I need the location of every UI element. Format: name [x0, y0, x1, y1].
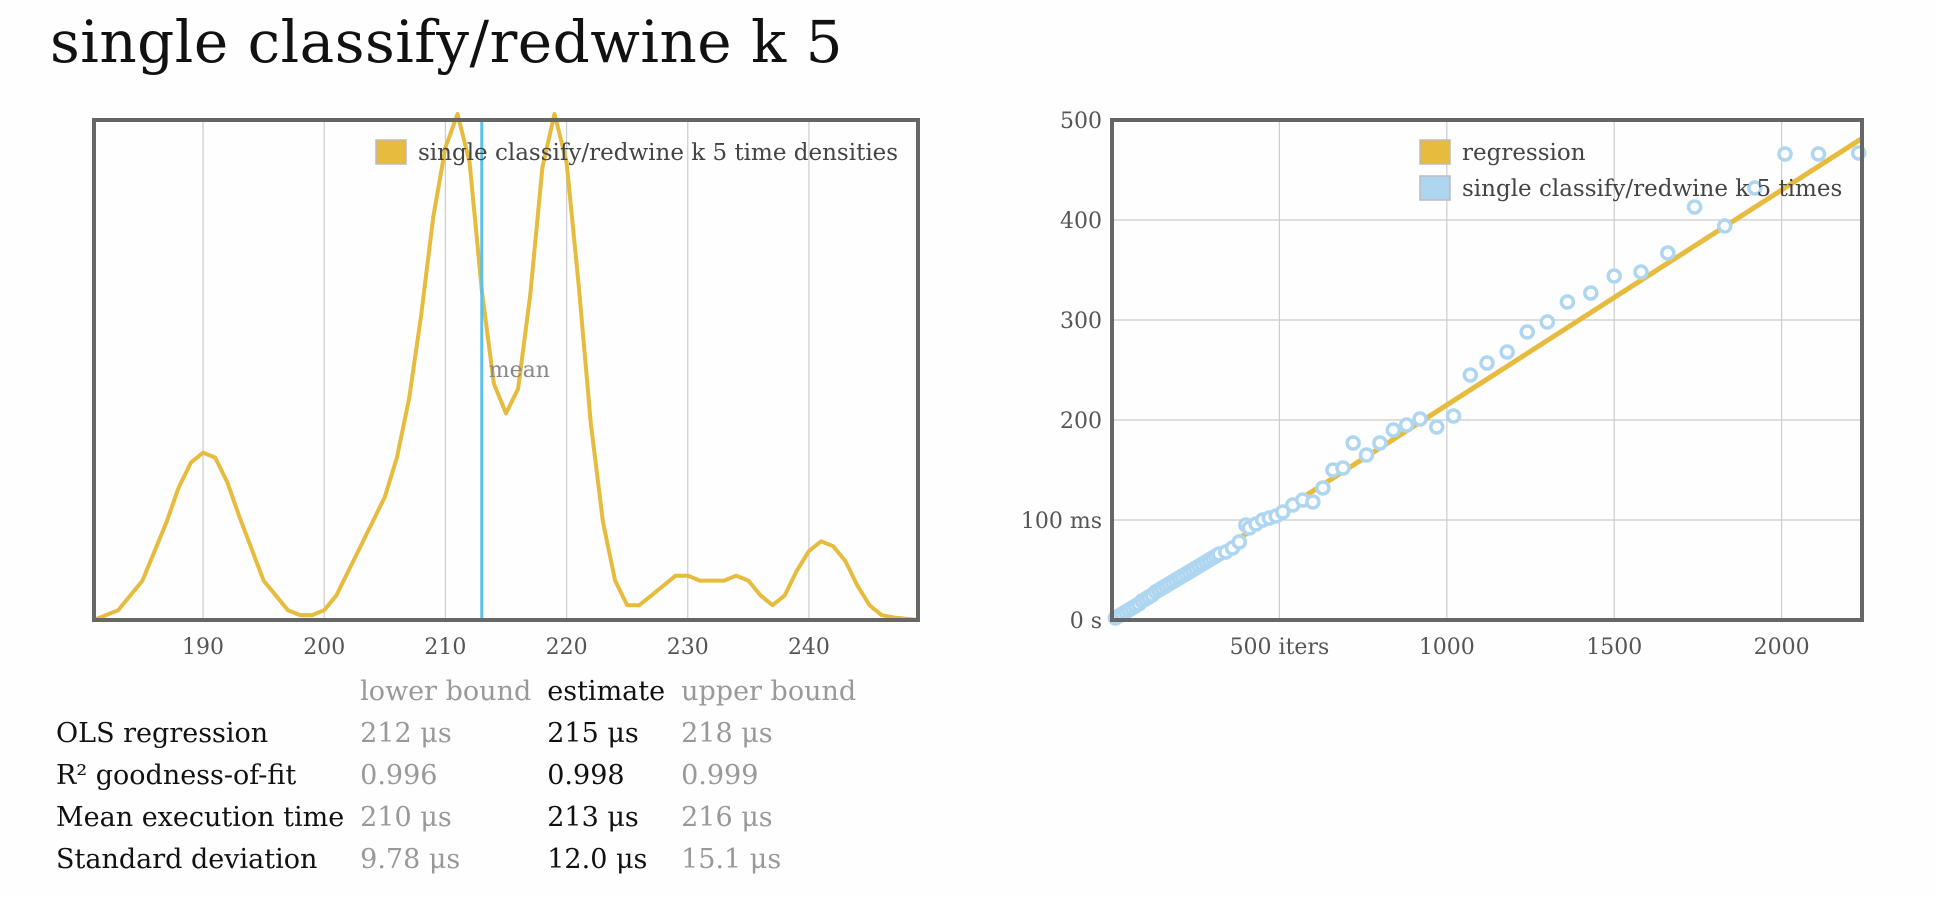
stats-label: Standard deviation	[56, 843, 318, 875]
regression-point	[1747, 180, 1763, 196]
stats-row-r2: R² goodness-of-fit 0.996 0.998 0.999	[48, 754, 864, 796]
density-x-tick: 210	[424, 635, 466, 660]
regression-point	[1660, 245, 1676, 261]
density-x-tick: 240	[788, 635, 830, 660]
density-legend-label: single classify/redwine k 5 time densiti…	[418, 140, 898, 166]
regression-y-tick: 500	[1060, 109, 1102, 134]
regression-point	[1315, 480, 1331, 496]
regression-x-tick: 1000	[1419, 635, 1475, 660]
stats-lower: 210 μs	[360, 801, 452, 833]
density-legend: single classify/redwine k 5 time densiti…	[375, 139, 898, 166]
regression-points	[1107, 145, 1867, 626]
regression-point	[1633, 264, 1649, 280]
regression-x-tick: 1500	[1586, 635, 1642, 660]
regression-x-tick: 2000	[1754, 635, 1810, 660]
regression-y-tick: 400	[1060, 209, 1102, 234]
stats-estimate: 12.0 μs	[547, 843, 648, 875]
stats-upper: 216 μs	[681, 801, 773, 833]
density-legend-swatch	[375, 139, 407, 165]
regression-point	[1275, 504, 1291, 520]
density-curve	[93, 112, 919, 622]
stats-label: R² goodness-of-fit	[56, 759, 297, 791]
stats-upper: 0.999	[681, 759, 759, 791]
regression-point	[1398, 417, 1415, 433]
stats-upper: 218 μs	[681, 717, 773, 749]
regression-point	[1716, 218, 1733, 234]
regression-point	[1429, 419, 1445, 435]
stats-label: Mean execution time	[56, 801, 345, 833]
regression-point	[1462, 367, 1479, 383]
regression-point	[1777, 146, 1793, 162]
regression-legend-swatch	[1419, 139, 1451, 165]
times-legend-swatch	[1419, 175, 1451, 201]
regression-point	[1345, 435, 1361, 451]
mean-label: mean	[489, 358, 550, 383]
regression-frame	[1110, 118, 1864, 622]
regression-point	[1445, 408, 1462, 424]
regression-point	[1499, 344, 1515, 360]
regression-x-tick: 500 iters	[1230, 635, 1330, 660]
regression-point	[1559, 294, 1576, 310]
stats-header-row: lower bound estimate upper bound	[48, 670, 864, 712]
regression-point	[1479, 355, 1495, 371]
stats-lower: 0.996	[360, 759, 438, 791]
regression-point	[1539, 314, 1556, 330]
stats-table: lower bound estimate upper bound OLS reg…	[48, 670, 864, 880]
page-title: single classify/redwine k 5	[50, 8, 844, 76]
times-legend-label: single classify/redwine k 5 times	[1462, 176, 1842, 202]
regression-point	[1385, 422, 1402, 438]
regression-point	[1519, 324, 1535, 340]
stats-estimate: 0.998	[547, 759, 625, 791]
regression-point	[1358, 447, 1375, 463]
regression-legend-label: regression	[1462, 140, 1586, 166]
density-chart: mean 190 200 210 220 230 240 single classify/…	[92, 112, 920, 660]
density-frame	[92, 118, 920, 622]
regression-point	[1231, 534, 1247, 550]
regression-point	[1372, 435, 1388, 451]
regression-legend: regression single classify/redwine k 5 t…	[1419, 139, 1842, 202]
density-x-tick: 200	[303, 635, 345, 660]
regression-y-tick: 0 s	[1070, 609, 1102, 634]
stats-header-lower: lower bound	[360, 675, 532, 707]
stats-estimate: 215 μs	[547, 717, 639, 749]
regression-chart: 500 iters 1000 1500 2000 0 s 100 ms 200 300 400…	[1021, 109, 1867, 660]
regression-y-tick: 300	[1060, 309, 1102, 334]
stats-header-empty	[48, 670, 352, 712]
stats-row-ols: OLS regression 212 μs 215 μs 218 μs	[48, 712, 864, 754]
regression-point	[1412, 411, 1428, 427]
density-x-tick: 190	[182, 635, 224, 660]
density-x-ticks: 190 200 210 220 230 240	[182, 635, 830, 660]
stats-lower: 212 μs	[360, 717, 452, 749]
stats-row-mean: Mean execution time 210 μs 213 μs 216 μs	[48, 796, 864, 838]
density-x-tick: 220	[546, 635, 588, 660]
regression-y-ticks: 0 s 100 ms 200 300 400 500	[1021, 109, 1102, 634]
density-grid	[202, 120, 810, 620]
stats-header-estimate: estimate	[547, 675, 666, 707]
stats-lower: 9.78 μs	[360, 843, 461, 875]
regression-point	[1335, 460, 1351, 476]
density-x-tick: 230	[667, 635, 709, 660]
stats-row-stddev: Standard deviation 9.78 μs 12.0 μs 15.1 …	[48, 838, 864, 880]
stats-header-upper: upper bound	[681, 675, 857, 707]
regression-x-ticks: 500 iters 1000 1500 2000	[1230, 635, 1810, 660]
regression-point	[1583, 285, 1599, 301]
stats-upper: 15.1 μs	[681, 843, 782, 875]
regression-point	[1810, 146, 1827, 162]
regression-point	[1305, 494, 1321, 510]
stats-estimate: 213 μs	[547, 801, 639, 833]
stats-label: OLS regression	[56, 717, 269, 749]
regression-point	[1606, 268, 1622, 284]
regression-y-tick: 100 ms	[1021, 509, 1102, 534]
regression-y-tick: 200	[1060, 409, 1102, 434]
regression-point	[1686, 199, 1703, 215]
